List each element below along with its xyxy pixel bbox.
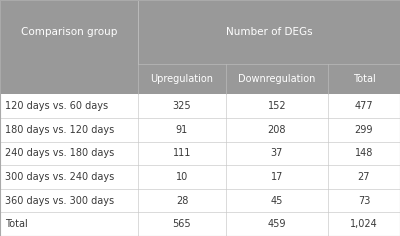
Text: Upregulation: Upregulation [150, 74, 214, 84]
Text: 565: 565 [173, 219, 191, 229]
Bar [0, 189, 400, 212]
Text: 459: 459 [268, 219, 286, 229]
Bar [0, 94, 400, 118]
Bar [0, 118, 400, 142]
Text: 325: 325 [173, 101, 191, 111]
Text: 37: 37 [271, 148, 283, 158]
Bar [0, 64, 400, 94]
Text: 180 days vs. 120 days: 180 days vs. 120 days [5, 125, 114, 135]
Text: 28: 28 [176, 196, 188, 206]
Text: 91: 91 [176, 125, 188, 135]
Text: Total: Total [5, 219, 28, 229]
Bar [0, 165, 400, 189]
Text: 477: 477 [355, 101, 373, 111]
Text: 360 days vs. 300 days: 360 days vs. 300 days [5, 196, 114, 206]
Text: Total: Total [353, 74, 375, 84]
Text: 73: 73 [358, 196, 370, 206]
Text: 10: 10 [176, 172, 188, 182]
Text: Number of DEGs: Number of DEGs [226, 27, 312, 37]
Bar [0, 0, 400, 64]
Text: Comparison group: Comparison group [21, 27, 117, 37]
Text: 152: 152 [268, 101, 286, 111]
Text: 300 days vs. 240 days: 300 days vs. 240 days [5, 172, 114, 182]
Text: 27: 27 [358, 172, 370, 182]
Text: 208: 208 [268, 125, 286, 135]
Text: 148: 148 [355, 148, 373, 158]
Text: 1,024: 1,024 [350, 219, 378, 229]
Text: 17: 17 [271, 172, 283, 182]
Bar [0, 212, 400, 236]
Text: 111: 111 [173, 148, 191, 158]
Text: 240 days vs. 180 days: 240 days vs. 180 days [5, 148, 114, 158]
Text: 120 days vs. 60 days: 120 days vs. 60 days [5, 101, 108, 111]
Text: 299: 299 [355, 125, 373, 135]
Bar [0, 142, 400, 165]
Text: 45: 45 [271, 196, 283, 206]
Text: Downregulation: Downregulation [238, 74, 316, 84]
